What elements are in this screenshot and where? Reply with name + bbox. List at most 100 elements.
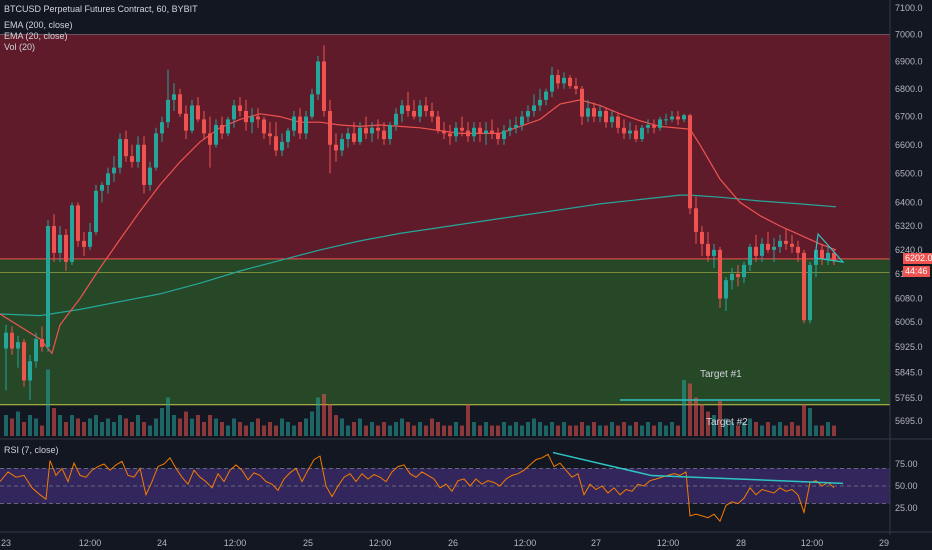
price-tick-label: 5765.0 [895, 393, 923, 403]
volume-bar [466, 404, 470, 436]
time-tick-label: 24 [157, 538, 167, 548]
volume-bar [304, 418, 308, 436]
volume-bar [40, 425, 44, 436]
candle-body [598, 110, 602, 117]
time-tick-label: 29 [879, 538, 889, 548]
time-tick-label: 12:00 [224, 538, 247, 548]
candle-body [304, 116, 308, 134]
volume-bar [724, 418, 728, 436]
volume-bar [568, 425, 572, 436]
candle-body [430, 110, 434, 117]
candle-body [454, 127, 458, 137]
volume-bar [214, 418, 218, 436]
candle-body [718, 249, 722, 299]
volume-bar [796, 425, 800, 436]
price-tick-label: 6600.0 [895, 140, 923, 150]
candle-body [298, 116, 302, 134]
candle-body [814, 249, 818, 265]
volume-bar [484, 422, 488, 436]
volume-bar [232, 418, 236, 436]
volume-bar [178, 418, 182, 436]
candle-body [160, 122, 164, 134]
candle-body [220, 124, 224, 134]
candle-body [442, 130, 446, 134]
candle-body [604, 110, 608, 123]
volume-bar [670, 422, 674, 436]
candle-body [352, 133, 356, 142]
candle-body [136, 144, 140, 162]
volume-bar [160, 408, 164, 436]
candle-body [496, 133, 500, 140]
candle-body [88, 231, 92, 247]
volume-bar [184, 411, 188, 436]
volume-bar [280, 418, 284, 436]
candle-body [262, 119, 266, 134]
candle-body [346, 133, 350, 140]
candle-body [712, 249, 716, 256]
price-tick-label: 6800.0 [895, 84, 923, 94]
volume-bar [430, 418, 434, 436]
volume-bar [112, 422, 116, 436]
volume-bar [148, 425, 152, 436]
candle-body [370, 127, 374, 134]
candle-body [670, 116, 674, 120]
volume-bar [256, 418, 260, 436]
volume-bar [634, 422, 638, 436]
time-tick-label: 12:00 [79, 538, 102, 548]
candle-body [256, 116, 260, 120]
candle-body [424, 105, 428, 111]
volume-bar [70, 415, 74, 436]
volume-bar [736, 425, 740, 436]
volume-bar [814, 425, 818, 436]
volume-bar [514, 422, 518, 436]
volume-bar [322, 394, 326, 436]
candle-body [634, 130, 638, 140]
candle-body [148, 167, 152, 185]
volume-bar [556, 425, 560, 436]
volume-bar [10, 418, 14, 436]
volume-bar [826, 422, 830, 436]
candle-body [742, 264, 746, 278]
volume-bar [364, 425, 368, 436]
candle-body [190, 105, 194, 131]
candle-body [394, 113, 398, 125]
candle-body [202, 119, 206, 134]
time-tick-label: 25 [303, 538, 313, 548]
volume-bar [22, 422, 26, 436]
volume-bar [208, 415, 212, 436]
candle-body [244, 110, 248, 123]
volume-bar [262, 425, 266, 436]
volume-bar [742, 422, 746, 436]
volume-bar [700, 404, 704, 436]
volume-bar [592, 422, 596, 436]
price-tick-label: 6080.0 [895, 294, 923, 304]
candle-body [316, 61, 320, 95]
target1-label: Target #1 [700, 369, 742, 380]
candle-body [472, 127, 476, 137]
candle-body [418, 105, 422, 117]
volume-bar [460, 425, 464, 436]
countdown-tag: 44:46 [903, 266, 930, 277]
candle-body [628, 130, 632, 134]
ema200-legend: EMA (200, close) [4, 20, 73, 30]
candle-body [556, 75, 560, 84]
volume-bar [250, 422, 254, 436]
volume-bar [34, 418, 38, 436]
rsi-tick-label: 75.00 [895, 459, 918, 469]
candle-body [652, 124, 656, 128]
candle-body [70, 205, 74, 262]
candle-body [334, 144, 338, 151]
volume-bar [406, 422, 410, 436]
rsi-trendline-2 [650, 474, 844, 485]
rsi-trendline-1 [552, 451, 652, 477]
candle-body [292, 116, 296, 131]
volume-bar [124, 418, 128, 436]
candle-body [448, 133, 452, 137]
ema20-legend: EMA (20, close) [4, 31, 68, 41]
volume-bar [832, 425, 836, 436]
candle-body [508, 127, 512, 131]
candle-body [226, 119, 230, 134]
volume-bar [106, 418, 110, 436]
volume-bar [784, 425, 788, 436]
